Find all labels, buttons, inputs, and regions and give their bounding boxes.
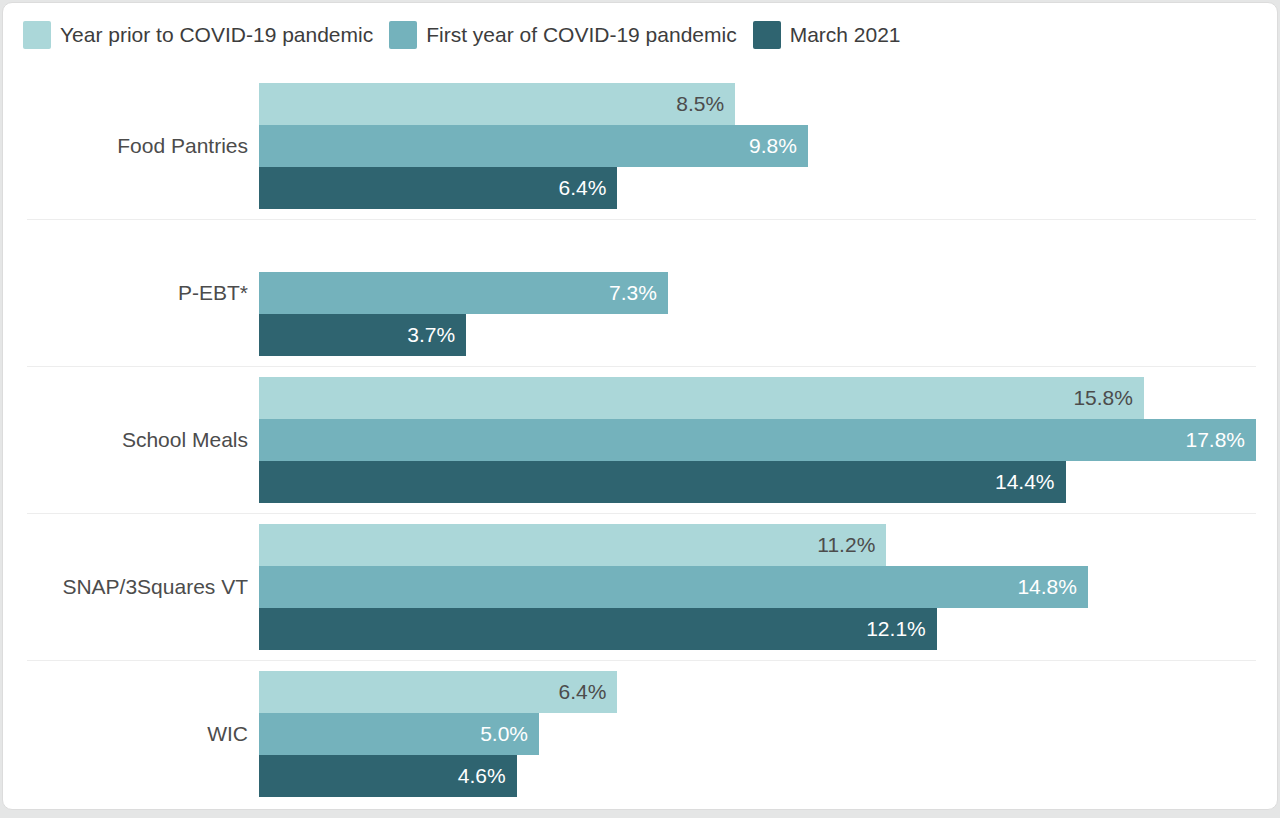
bar-value-label: 11.2% <box>817 533 875 557</box>
bar-row: 17.8% <box>259 419 1256 461</box>
category-label: WIC <box>3 671 259 797</box>
bar-value-label: 6.4% <box>559 176 607 200</box>
bar-row <box>259 230 1256 272</box>
bar-row: 8.5% <box>259 83 1256 125</box>
legend-swatch-icon <box>23 21 51 49</box>
bar: 14.4% <box>259 461 1066 503</box>
bars-column: 7.3% 3.7% <box>259 230 1256 356</box>
legend-item: March 2021 <box>753 21 901 49</box>
bar-group: Food Pantries 8.5% 9.8% 6.4% <box>3 73 1277 219</box>
bar-row: 6.4% <box>259 167 1256 209</box>
legend-item: Year prior to COVID-19 pandemic <box>23 21 373 49</box>
bar-value-label: 15.8% <box>1073 386 1133 410</box>
bar-value-label: 17.8% <box>1185 428 1245 452</box>
bar: 9.8% <box>259 125 808 167</box>
bar-row: 6.4% <box>259 671 1256 713</box>
bar: 15.8% <box>259 377 1144 419</box>
bar-value-label: 4.6% <box>458 764 506 788</box>
bar-value-label: 14.4% <box>995 470 1055 494</box>
bar-group: P-EBT* 7.3% 3.7% <box>3 220 1277 366</box>
category-label: P-EBT* <box>3 230 259 356</box>
legend-swatch-icon <box>389 21 417 49</box>
chart-card: Year prior to COVID-19 pandemic First yea… <box>2 2 1278 810</box>
bar: 12.1% <box>259 608 937 650</box>
category-label: School Meals <box>3 377 259 503</box>
bar-row: 4.6% <box>259 755 1256 797</box>
bars-column: 15.8% 17.8% 14.4% <box>259 377 1256 503</box>
legend-swatch-icon <box>753 21 781 49</box>
bar-group: WIC 6.4% 5.0% 4.6% <box>3 661 1277 807</box>
legend-label: Year prior to COVID-19 pandemic <box>60 23 373 47</box>
bar-value-label: 7.3% <box>609 281 657 305</box>
bar-value-label: 6.4% <box>559 680 607 704</box>
bar-row: 7.3% <box>259 272 1256 314</box>
bar-value-label: 12.1% <box>866 617 926 641</box>
bar: 17.8% <box>259 419 1256 461</box>
bar: 11.2% <box>259 524 886 566</box>
bar: 6.4% <box>259 671 617 713</box>
bar-row: 14.8% <box>259 566 1256 608</box>
category-label: Food Pantries <box>3 83 259 209</box>
bar-value-label: 9.8% <box>749 134 797 158</box>
bar-value-label: 8.5% <box>676 92 724 116</box>
bar-row: 9.8% <box>259 125 1256 167</box>
bar: 6.4% <box>259 167 617 209</box>
bar-row: 12.1% <box>259 608 1256 650</box>
legend: Year prior to COVID-19 pandemic First yea… <box>3 3 1277 49</box>
bars-column: 6.4% 5.0% 4.6% <box>259 671 1256 797</box>
bars-column: 11.2% 14.8% 12.1% <box>259 524 1256 650</box>
bars-column: 8.5% 9.8% 6.4% <box>259 83 1256 209</box>
bar: 5.0% <box>259 713 539 755</box>
bar-chart: Food Pantries 8.5% 9.8% 6.4% P-EBT* 7.3% 3.7% S… <box>3 73 1277 807</box>
bar-row: 15.8% <box>259 377 1256 419</box>
legend-label: First year of COVID-19 pandemic <box>426 23 736 47</box>
bar-row: 3.7% <box>259 314 1256 356</box>
bar: 14.8% <box>259 566 1088 608</box>
bar-value-label: 3.7% <box>407 323 455 347</box>
bar: 7.3% <box>259 272 668 314</box>
category-label: SNAP/3Squares VT <box>3 524 259 650</box>
bar-value-label: 14.8% <box>1017 575 1077 599</box>
legend-label: March 2021 <box>790 23 901 47</box>
bar-group: SNAP/3Squares VT 11.2% 14.8% 12.1% <box>3 514 1277 660</box>
bar: 8.5% <box>259 83 735 125</box>
bar-row: 11.2% <box>259 524 1256 566</box>
bar: 4.6% <box>259 755 517 797</box>
bar: 3.7% <box>259 314 466 356</box>
legend-item: First year of COVID-19 pandemic <box>389 21 736 49</box>
bar-row: 5.0% <box>259 713 1256 755</box>
bar-group: School Meals 15.8% 17.8% 14.4% <box>3 367 1277 513</box>
bar-row: 14.4% <box>259 461 1256 503</box>
bar-value-label: 5.0% <box>480 722 528 746</box>
